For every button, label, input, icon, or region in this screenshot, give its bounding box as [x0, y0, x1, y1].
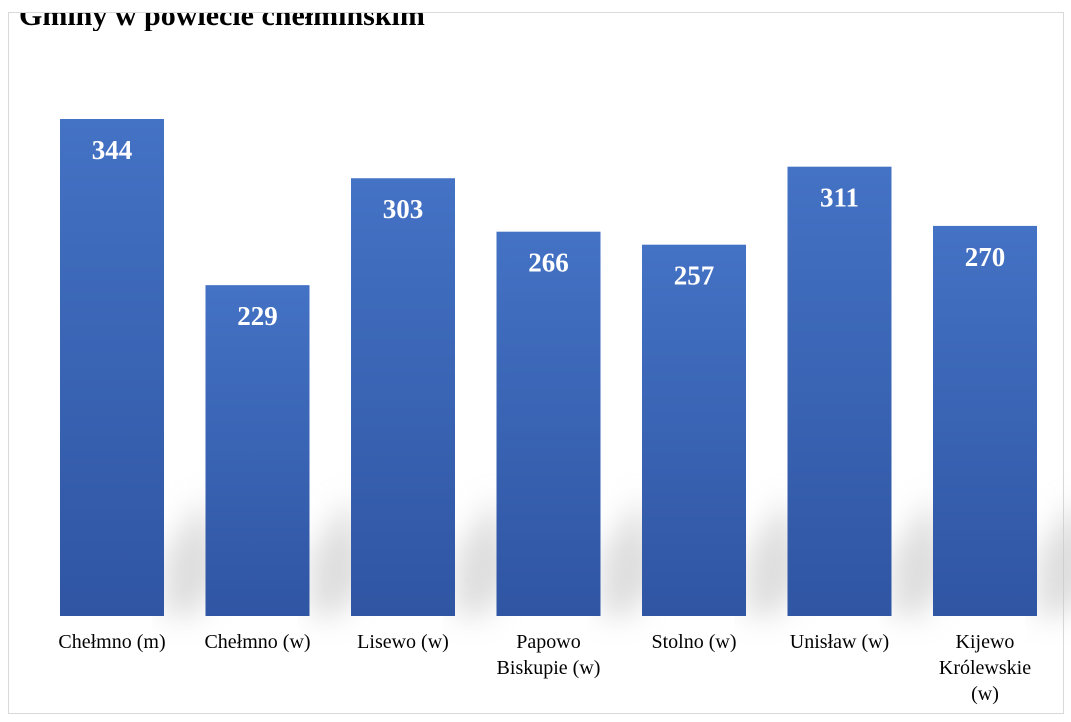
category-label: Lisewo (w)	[357, 631, 449, 653]
bar-shadow	[1037, 505, 1071, 616]
value-label: 344	[92, 135, 133, 165]
category-label: Stolno (w)	[652, 631, 737, 653]
bar	[787, 166, 892, 617]
value-label: 311	[820, 183, 859, 213]
value-label: 266	[528, 248, 569, 278]
category-label: Chełmno (m)	[58, 631, 165, 653]
chart-title: Gminy w powiecie chełmińskim	[19, 0, 425, 32]
bar	[642, 244, 746, 616]
category-label: Chełmno (w)	[204, 631, 310, 653]
bar	[933, 225, 1037, 617]
value-label: 229	[237, 301, 278, 331]
bar	[205, 285, 310, 616]
bar	[351, 178, 455, 616]
category-label: Unisław (w)	[790, 631, 889, 653]
value-label: 303	[383, 194, 424, 224]
bar	[496, 231, 601, 616]
value-label: 257	[674, 261, 715, 291]
bar	[60, 119, 164, 616]
category-label: Papowo Biskupie (w)	[497, 631, 601, 679]
value-label: 270	[965, 242, 1006, 272]
category-label: Kijewo Królewskie (w)	[939, 631, 1031, 705]
